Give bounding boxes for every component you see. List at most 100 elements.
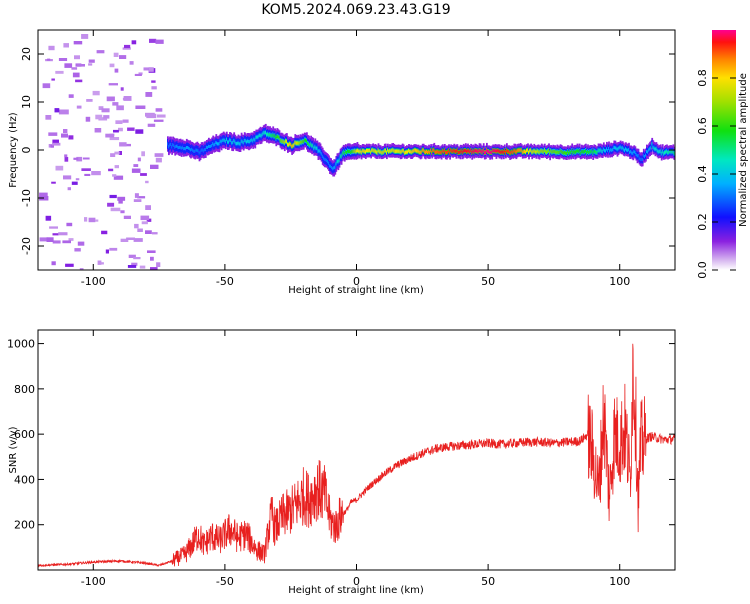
ridge-core-cell <box>446 151 448 155</box>
ridge-core-cell <box>280 139 283 143</box>
noise-speckle <box>92 90 100 96</box>
ridge-core-cell <box>424 150 427 154</box>
ridge-core-cell <box>309 143 311 147</box>
noise-speckle <box>52 240 61 244</box>
ridge-core-cell <box>671 150 674 154</box>
ridge-core-cell <box>213 143 216 147</box>
ridge-core-cell <box>344 150 347 154</box>
ridge-core-cell <box>451 149 454 153</box>
ridge-core-cell <box>435 150 438 154</box>
ridge-core-cell <box>605 149 607 153</box>
ridge-core-cell <box>508 150 510 154</box>
noise-speckle <box>45 115 52 120</box>
noise-speckle <box>145 180 149 184</box>
ridge-core-cell <box>362 149 365 153</box>
ridge-core-cell <box>306 139 308 143</box>
ridge-core-cell <box>373 149 376 153</box>
noise-speckle <box>110 153 116 157</box>
ridge-core-cell <box>625 147 627 151</box>
ridge-core-cell <box>581 150 584 154</box>
ridge-core-cell <box>179 145 182 149</box>
ridge-core-cell <box>430 148 432 152</box>
ridge-core-cell <box>476 149 479 153</box>
ridge-core-cell <box>481 150 484 154</box>
ridge-core-cell <box>513 149 516 153</box>
ridge-core-cell <box>251 138 253 142</box>
ridge-core-cell <box>236 142 239 146</box>
ridge-core-cell <box>532 150 535 154</box>
noise-speckle <box>118 200 123 204</box>
ridge-core-cell <box>447 150 449 154</box>
ridge-core-cell <box>308 142 310 146</box>
ridge-core-cell <box>477 150 480 154</box>
ridge-core-cell <box>653 146 656 150</box>
noise-speckle <box>101 108 110 113</box>
spectrogram-heatmap <box>39 34 675 270</box>
ridge-core-cell <box>341 152 344 156</box>
colorbar-tick-label: 0.8 <box>696 69 709 87</box>
noise-speckle <box>112 102 119 106</box>
ridge-core-cell <box>541 149 544 153</box>
ridge-core-cell <box>300 141 303 145</box>
noise-speckle <box>98 106 104 110</box>
snr-ticks: -100 -50 0 50 100 200 400 600 800 1000 <box>7 330 675 588</box>
ridge-core-cell <box>594 150 597 154</box>
noise-speckle <box>133 238 143 242</box>
ridge-core-cell <box>563 151 566 155</box>
ridge-core-cell <box>328 161 330 165</box>
noise-speckle <box>134 223 139 229</box>
ridge-core-cell <box>400 150 403 154</box>
ridge-core-cell <box>585 149 587 153</box>
ridge-core-cell <box>529 149 531 153</box>
ridge-core-cell <box>185 145 188 150</box>
noise-speckle <box>77 64 85 67</box>
ridge-core-cell <box>216 142 219 146</box>
ridge-core-cell <box>572 151 575 155</box>
noise-speckle <box>120 210 125 214</box>
snr-series-line <box>38 343 675 568</box>
ridge-core-cell <box>613 145 616 149</box>
ridge-core-cell <box>320 152 323 156</box>
ridge-core-cell <box>168 145 170 149</box>
ridge-core-cell <box>439 150 442 154</box>
noise-speckle <box>52 142 61 146</box>
snr-xtick-label: 50 <box>481 575 495 588</box>
ridge-core-cell <box>307 141 309 145</box>
noise-speckle <box>113 175 124 180</box>
ridge-core-cell <box>183 147 186 151</box>
noise-speckle <box>84 217 88 222</box>
ridge-core-cell <box>547 149 549 153</box>
ridge-core-cell <box>626 148 628 152</box>
snr-panel: -100 -50 0 50 100 200 400 600 800 1000 Height of … <box>7 329 676 596</box>
noise-speckle <box>145 230 152 234</box>
ridge-core-cell <box>274 134 277 138</box>
ridge-core-cell <box>486 148 488 152</box>
noise-speckle <box>113 52 119 57</box>
ridge-core-cell <box>169 143 171 147</box>
ridge-core-cell <box>370 150 372 154</box>
ridge-core-cell <box>392 148 395 152</box>
ridge-core-cell <box>422 148 425 152</box>
ridge-core-cell <box>474 148 477 153</box>
ridge-core-cell <box>283 141 286 145</box>
ridge-core-cell <box>191 147 193 151</box>
ridge-core-cell <box>372 148 375 152</box>
ridge-core-cell <box>651 142 654 146</box>
ridge-core-cell <box>343 151 346 156</box>
noise-speckle <box>49 226 58 229</box>
noise-speckle <box>119 142 127 147</box>
snr-xlabel: Height of straight line (km) <box>288 585 424 596</box>
ridge-core-cell <box>290 142 292 147</box>
ridge-core-cell <box>641 157 644 162</box>
ridge-core-cell <box>419 150 422 154</box>
ridge-core-cell <box>596 150 599 155</box>
noise-speckle <box>55 165 64 171</box>
ridge-core-cell <box>580 150 583 154</box>
ridge-core-cell <box>292 144 295 148</box>
ridge-core-cell <box>444 150 447 155</box>
ridge-core-cell <box>539 149 542 153</box>
ridge-core-cell <box>368 149 370 153</box>
ridge-core-cell <box>562 151 565 155</box>
ridge-core-cell <box>410 150 412 154</box>
